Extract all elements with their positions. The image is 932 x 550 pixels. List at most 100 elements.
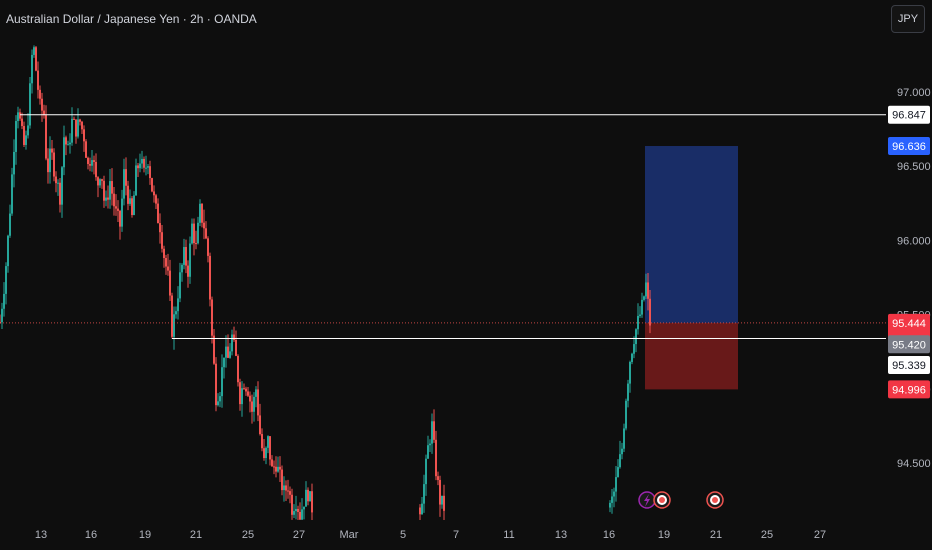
candle-body xyxy=(303,506,305,510)
target-zone xyxy=(645,146,738,323)
candle-body xyxy=(121,198,123,227)
candle-body xyxy=(101,179,103,181)
candlestick-series xyxy=(0,45,651,520)
candle-body xyxy=(297,508,299,513)
candle-body xyxy=(109,181,111,200)
candle-body xyxy=(237,355,239,383)
candle-body xyxy=(115,206,117,209)
candle-body xyxy=(33,47,35,55)
candle-body xyxy=(157,203,159,224)
candle-body xyxy=(23,126,25,145)
x-tick-label: 25 xyxy=(242,529,254,541)
candle-body xyxy=(61,167,63,205)
candle-body xyxy=(93,160,95,162)
candle-body xyxy=(75,119,77,137)
candle-body xyxy=(265,447,267,459)
candle-body xyxy=(613,491,615,497)
candle-body xyxy=(277,466,279,472)
candle-body xyxy=(311,491,313,513)
candle-body xyxy=(151,178,153,192)
candle-body xyxy=(111,181,113,194)
candle-body xyxy=(21,118,23,127)
candle-body xyxy=(195,243,197,245)
candle-body xyxy=(27,125,29,136)
candle-body xyxy=(419,507,421,515)
lightning-glyph xyxy=(644,494,650,507)
x-tick-label: 7 xyxy=(453,529,459,541)
x-tick-label: 19 xyxy=(658,529,670,541)
candle-body xyxy=(275,466,277,472)
candle-body xyxy=(635,329,637,345)
price-label-bg xyxy=(888,335,930,354)
candle-body xyxy=(127,185,129,204)
candle-body xyxy=(227,346,229,358)
candle-body xyxy=(623,428,625,449)
candle-body xyxy=(281,469,283,491)
candle-body xyxy=(89,163,91,166)
candle-body xyxy=(135,165,137,196)
candle-body xyxy=(423,484,425,504)
candle-body xyxy=(437,476,439,480)
candle-body xyxy=(217,401,219,406)
currency-button[interactable]: JPY xyxy=(891,5,925,33)
candle-body xyxy=(441,495,443,505)
candle-body xyxy=(183,247,185,265)
candle-body xyxy=(269,436,271,460)
candle-body xyxy=(301,509,303,520)
candle-body xyxy=(631,353,633,362)
candle-body xyxy=(647,282,649,299)
candle-body xyxy=(73,118,75,120)
x-tick-label: 21 xyxy=(710,529,722,541)
candle-body xyxy=(9,213,11,236)
price-label-bg xyxy=(888,137,930,156)
y-tick-label: 94.500 xyxy=(897,458,931,470)
stop-zone xyxy=(645,322,738,390)
candle-body xyxy=(619,454,621,468)
time-axis: 13 16 19 21 25 27 Mar 5 7 11 13 16 19 21 25 27 xyxy=(35,529,826,541)
candle-body xyxy=(289,491,291,495)
candle-body xyxy=(1,308,3,323)
x-tick-label: 13 xyxy=(555,529,567,541)
candle-body xyxy=(609,502,611,508)
price-label: 96.636 xyxy=(892,141,926,153)
candle-body xyxy=(193,223,195,244)
candle-body xyxy=(77,119,79,137)
candle-body xyxy=(615,477,617,492)
candle-body xyxy=(245,388,247,392)
horizontal-levels xyxy=(0,114,886,339)
candle-body xyxy=(63,137,65,168)
candle-body xyxy=(139,163,141,169)
price-label: 95.420 xyxy=(892,339,926,351)
candle-body xyxy=(3,293,5,309)
candle-body xyxy=(17,112,19,122)
candle-body xyxy=(431,421,433,444)
price-label-bg xyxy=(888,380,930,399)
chart-title: Australian Dollar / Japanese Yen · 2h · … xyxy=(6,12,257,26)
candle-body xyxy=(69,142,71,145)
candle-body xyxy=(123,169,125,199)
candle-body xyxy=(25,135,27,145)
y-tick-label: 96.000 xyxy=(897,235,931,247)
y-tick-label: 96.500 xyxy=(897,161,931,173)
candle-body xyxy=(171,295,173,337)
candle-body xyxy=(159,223,161,233)
candle-body xyxy=(633,344,635,354)
candle-body xyxy=(131,198,133,215)
candle-body xyxy=(79,119,81,122)
candle-body xyxy=(421,503,423,515)
x-tick-label: 16 xyxy=(603,529,615,541)
candle-body xyxy=(223,357,225,368)
candle-body xyxy=(257,389,259,416)
candle-body xyxy=(249,395,251,402)
candle-body xyxy=(103,180,105,201)
candle-body xyxy=(11,174,13,214)
candle-body xyxy=(625,400,627,429)
candle-body xyxy=(119,210,121,227)
candle-body xyxy=(197,222,199,244)
target-icon xyxy=(706,491,724,509)
target-dot xyxy=(712,497,718,503)
candle-body xyxy=(205,228,207,239)
candle-body xyxy=(291,494,293,515)
candle-body xyxy=(255,389,257,397)
